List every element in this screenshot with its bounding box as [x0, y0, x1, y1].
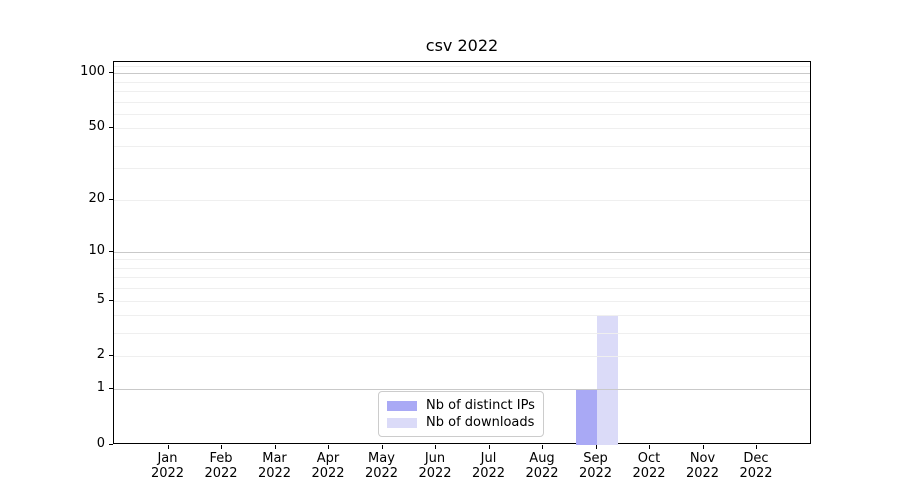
x-tick-year: 2022	[739, 466, 773, 481]
y-tick-mark	[109, 127, 113, 129]
x-tick-label: Dec 2022	[724, 451, 788, 481]
x-tick-mark	[274, 445, 276, 449]
major-gridline	[114, 73, 810, 75]
minor-gridline	[114, 199, 810, 201]
x-tick-label: Jun 2022	[403, 451, 467, 481]
y-tick-label: 100	[80, 64, 105, 80]
minor-gridline	[114, 101, 810, 103]
x-tick-mark	[756, 445, 757, 449]
legend: Nb of distinct IPs Nb of downloads	[378, 391, 544, 437]
x-tick-month: Apr	[316, 451, 340, 466]
x-tick-mark	[488, 445, 490, 449]
x-tick-mark	[221, 445, 222, 449]
x-tick-year: 2022	[418, 466, 452, 481]
x-tick-mark	[328, 445, 329, 449]
bar	[596, 315, 618, 445]
x-tick-label: Aug 2022	[510, 451, 574, 481]
minor-gridline	[114, 168, 810, 170]
minor-gridline	[114, 315, 810, 317]
x-tick-year: 2022	[471, 466, 506, 481]
x-tick-mark	[595, 445, 597, 449]
major-gridline	[114, 389, 810, 391]
y-tick-label: 50	[88, 119, 105, 135]
y-tick-mark	[109, 198, 113, 200]
x-tick-label: May 2022	[350, 451, 414, 481]
minor-gridline	[114, 81, 810, 83]
y-tick-mark	[109, 72, 113, 74]
x-tick-label: Mar 2022	[243, 451, 307, 481]
x-tick-label: Jan 2022	[136, 451, 200, 481]
x-tick-month: Dec	[743, 451, 769, 466]
x-tick-month: May	[368, 451, 395, 466]
x-tick-year: 2022	[578, 466, 613, 481]
y-tick-mark	[109, 299, 113, 301]
legend-label: Nb of distinct IPs	[426, 398, 535, 413]
minor-gridline	[114, 113, 810, 115]
x-tick-month: Jan	[157, 451, 178, 466]
x-tick-label: Nov 2022	[671, 451, 735, 481]
minor-gridline	[114, 356, 810, 358]
major-gridline	[114, 251, 810, 253]
x-tick-label: Apr 2022	[296, 451, 360, 481]
legend-item: Nb of downloads	[387, 414, 535, 431]
x-tick-mark	[381, 445, 383, 449]
chart-title: csv 2022	[425, 36, 499, 55]
y-tick-label: 20	[88, 190, 105, 206]
x-tick-mark	[542, 445, 543, 449]
minor-gridline	[114, 259, 810, 261]
x-tick-month: Jun	[424, 451, 446, 466]
minor-gridline	[114, 333, 810, 335]
x-tick-mark	[435, 445, 436, 449]
x-tick-month: Sep	[583, 451, 608, 466]
minor-gridline	[114, 145, 810, 147]
legend-item: Nb of distinct IPs	[387, 397, 535, 414]
x-tick-year: 2022	[150, 466, 185, 481]
x-tick-year: 2022	[685, 466, 720, 481]
minor-gridline	[114, 128, 810, 130]
x-tick-mark	[702, 445, 704, 449]
y-tick-label: 1	[96, 380, 105, 396]
x-tick-year: 2022	[364, 466, 399, 481]
plot-area	[113, 61, 811, 445]
minor-gridline	[114, 65, 810, 67]
minor-gridline	[114, 288, 810, 290]
x-tick-month: Oct	[637, 451, 661, 466]
legend-swatch-icon	[387, 417, 417, 428]
y-tick-label: 0	[96, 436, 105, 451]
minor-gridline	[114, 90, 810, 92]
x-tick-month: Mar	[262, 451, 287, 466]
bar	[575, 389, 597, 445]
x-tick-month: Nov	[689, 451, 716, 466]
x-tick-year: 2022	[632, 466, 666, 481]
x-tick-label: Oct 2022	[617, 451, 681, 481]
x-tick-year: 2022	[204, 466, 238, 481]
x-tick-month: Jul	[480, 451, 497, 466]
x-tick-label: Sep 2022	[564, 451, 628, 481]
y-tick-label: 10	[88, 242, 105, 258]
y-tick-label: 5	[96, 291, 105, 307]
x-tick-month: Feb	[209, 451, 233, 466]
x-tick-year: 2022	[257, 466, 292, 481]
x-tick-month: Aug	[529, 451, 555, 466]
y-tick-mark	[109, 388, 113, 390]
y-tick-mark	[109, 355, 113, 357]
y-tick-mark	[109, 250, 113, 252]
minor-gridline	[114, 277, 810, 279]
minor-gridline	[114, 267, 810, 269]
minor-gridline	[114, 300, 810, 302]
x-tick-year: 2022	[311, 466, 345, 481]
legend-swatch-icon	[387, 400, 417, 411]
y-tick-label: 2	[96, 347, 105, 363]
legend-label: Nb of downloads	[426, 415, 535, 430]
x-tick-label: Feb 2022	[189, 451, 253, 481]
x-tick-mark	[649, 445, 650, 449]
x-tick-mark	[167, 445, 169, 449]
x-tick-label: Jul 2022	[457, 451, 521, 481]
y-tick-mark	[109, 444, 113, 445]
x-tick-year: 2022	[525, 466, 559, 481]
